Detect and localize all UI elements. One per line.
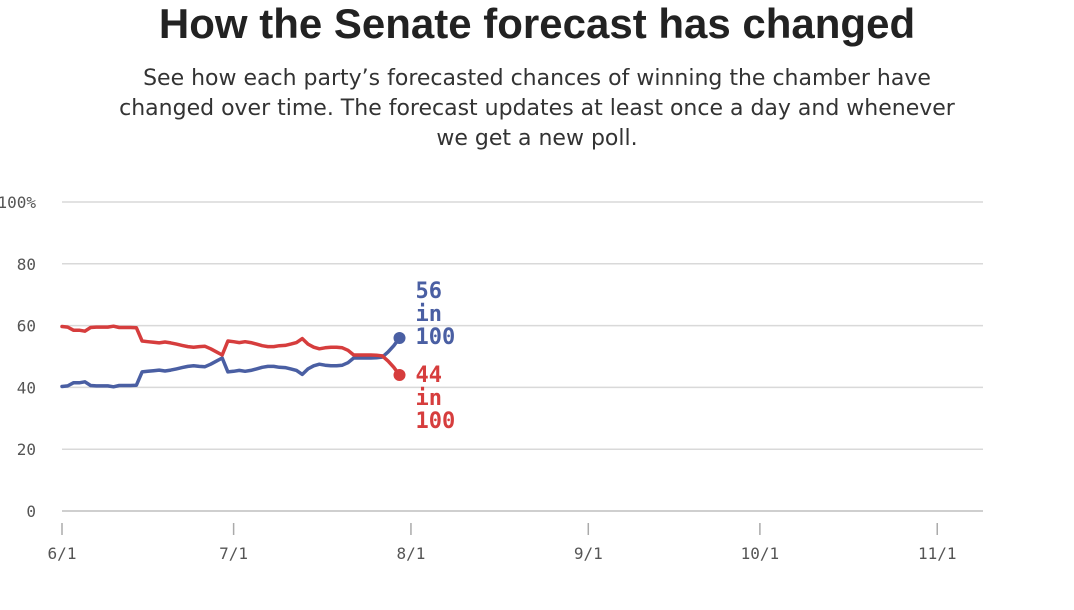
x-tick-label: 6/1 — [48, 544, 77, 563]
series-end-label: 100 — [416, 325, 456, 350]
series-end-label: in — [416, 302, 443, 327]
series-end-label: in — [416, 386, 443, 411]
chart-subtitle: See how each party’s forecasted chances … — [119, 66, 955, 151]
series-end-point — [393, 331, 406, 344]
grid-lines — [62, 201, 983, 512]
series-end-label: 100 — [416, 409, 456, 434]
x-tick-label: 11/1 — [918, 544, 957, 563]
series-end-label: 56 — [416, 279, 443, 304]
series-lines — [60, 324, 406, 389]
x-tick-label: 8/1 — [396, 544, 425, 563]
series-end-point — [393, 369, 406, 382]
x-tick-label: 9/1 — [574, 544, 603, 563]
y-axis-ticks: 0 20 40 60 80 100% — [0, 193, 36, 521]
x-tick-label: 7/1 — [219, 544, 248, 563]
y-tick-label: 40 — [17, 378, 36, 397]
y-tick-label: 80 — [17, 255, 36, 274]
chart-title: How the Senate forecast has changed — [158, 0, 916, 47]
y-tick-label: 20 — [17, 440, 36, 459]
x-axis-ticks: 6/1 7/1 8/1 9/1 10/1 11/1 — [48, 523, 957, 563]
x-tick-label: 10/1 — [741, 544, 780, 563]
series-line-2 — [60, 324, 402, 377]
series-line-1 — [60, 336, 402, 389]
series-end-label: 44 — [416, 363, 443, 388]
y-tick-label: 100% — [0, 193, 36, 212]
y-tick-label: 60 — [17, 317, 36, 336]
y-tick-label: 0 — [26, 502, 36, 521]
